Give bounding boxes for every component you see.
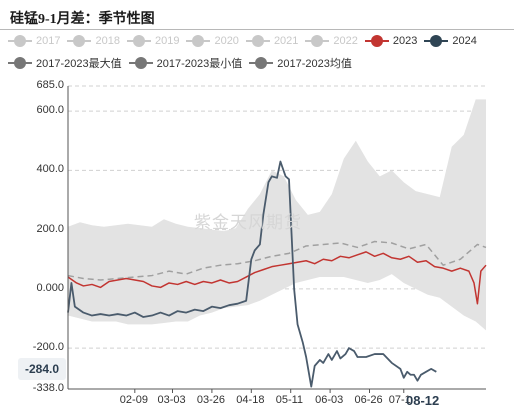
legend-marker-icon <box>8 35 32 47</box>
legend-item-2023[interactable]: 2023 <box>364 35 418 47</box>
watermark: 紫金天风期货 <box>194 213 302 232</box>
legend-label: 2024 <box>452 35 477 47</box>
legend-item-2017-2023[interactable]: 2017-2023均值 <box>249 55 352 71</box>
series-line-2017-2023 <box>67 240 487 281</box>
y-tick-label: 685.0 <box>36 79 64 91</box>
legend-item-2017[interactable]: 2017 <box>8 35 60 47</box>
legend-marker-icon <box>249 57 274 69</box>
legend-label: 2017-2023均值 <box>277 58 352 70</box>
x-tick-label: 02-09 <box>119 394 148 406</box>
legend-label: 2020 <box>214 35 239 47</box>
legend-marker-icon <box>186 35 211 47</box>
legend-item-2019[interactable]: 2019 <box>126 35 180 47</box>
current-value-badge: -284.0 <box>18 358 66 380</box>
legend-marker-icon <box>245 35 270 47</box>
y-tick-label: 400.0 <box>36 163 64 176</box>
x-tick-label: 04-18 <box>236 394 265 406</box>
series-line-2024 <box>67 160 437 388</box>
legend-item-2022[interactable]: 2022 <box>305 35 358 47</box>
y-tick-label: 0.000 <box>36 281 64 294</box>
legend-label: 2017 <box>36 35 61 47</box>
y-tick-label: -200.0 <box>32 341 64 354</box>
legend-item-2017-2023[interactable]: 2017-2023最小值 <box>128 55 243 71</box>
legend-item-2018[interactable]: 2018 <box>67 35 120 47</box>
chart-title: 硅锰9-1月差：季节性图 <box>10 12 155 27</box>
band-layer <box>68 99 486 331</box>
y-tick-label: 200.0 <box>36 222 64 235</box>
legend-marker-icon <box>364 35 389 47</box>
legend-label: 2021 <box>273 35 299 47</box>
y-tick-label: -338.0 <box>32 382 64 394</box>
x-tick-label: 06-03 <box>315 394 344 406</box>
legend-label: 2019 <box>154 35 180 47</box>
legend-label: 2022 <box>333 35 358 47</box>
legend-label: 2017-2023最小值 <box>156 58 243 70</box>
x-tick-label: 07-1 <box>388 394 411 406</box>
legend-label: 2023 <box>392 35 418 47</box>
min-max-band <box>68 99 486 331</box>
legend-item-2020[interactable]: 2020 <box>186 35 239 47</box>
y-tick-label: 600.0 <box>36 104 64 117</box>
legend-marker-icon <box>128 57 153 69</box>
legend-label: 2017-2023最大值 <box>36 58 122 70</box>
legend-marker-icon <box>8 57 32 69</box>
axes-layer <box>67 86 486 393</box>
legend-item-2024[interactable]: 2024 <box>424 35 477 47</box>
legend-row-stats: 2017-2023最大值 2017-2023最小值 2017-2023均值 <box>8 55 359 72</box>
x-tick-label: 05-11 <box>275 394 304 406</box>
legend-marker-icon <box>67 35 92 47</box>
legend-item-2017-2023[interactable]: 2017-2023最大值 <box>8 55 122 71</box>
legend-marker-icon <box>126 35 151 47</box>
legend-row-years: 2017 2018 2019 2020 2021 2022 2023 2024 <box>8 35 484 50</box>
x-tick-label: 03-03 <box>157 394 186 406</box>
x-tick-label: 03-26 <box>196 394 226 406</box>
series-line-2023 <box>67 251 487 305</box>
legend-marker-icon <box>305 35 330 47</box>
legend-item-2021[interactable]: 2021 <box>245 35 299 47</box>
x-tick-label: 06-26 <box>354 394 383 406</box>
series-layer <box>67 160 487 388</box>
legend-marker-icon <box>424 35 449 47</box>
legend-label: 2018 <box>95 35 120 47</box>
current-date-badge: 08-12 <box>406 393 440 408</box>
title-divider <box>0 29 514 30</box>
